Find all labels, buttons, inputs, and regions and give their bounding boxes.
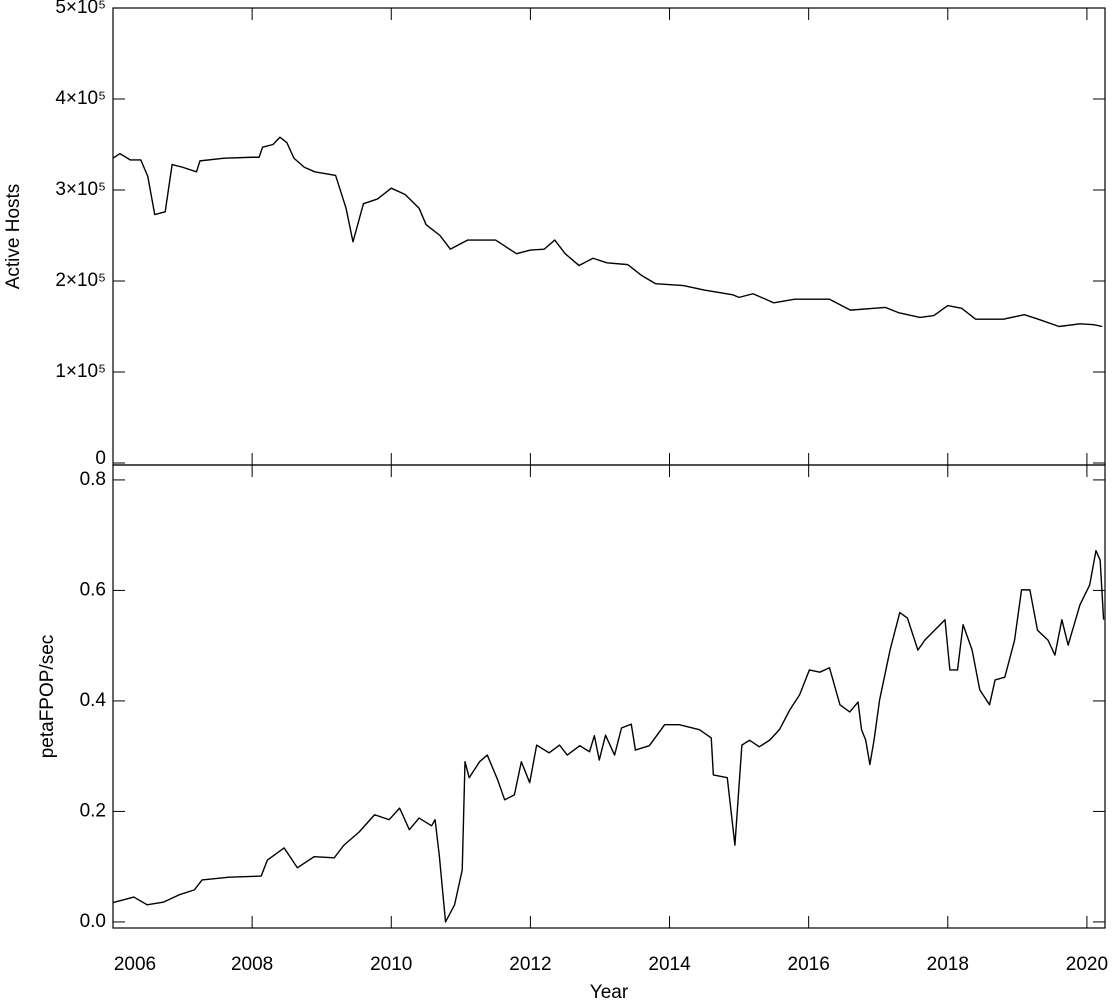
x-tick-label: 2012 <box>509 954 551 975</box>
data-line <box>112 136 1103 328</box>
x-axis-title: Year <box>590 982 629 1003</box>
y-tick-label: 2×10⁵ <box>55 270 106 291</box>
data-line <box>112 549 1105 923</box>
x-tick-label: 2016 <box>788 954 830 975</box>
y-tick-label: 4×10⁵ <box>55 88 106 109</box>
y-tick-label: 0.8 <box>80 469 106 490</box>
plot-frame <box>112 464 1106 929</box>
y-tick-label: 5×10⁵ <box>55 0 106 18</box>
x-tick-label: 2006 <box>114 954 156 975</box>
x-tick-label: 2014 <box>648 954 691 975</box>
plot-frame <box>112 7 1106 466</box>
y-tick-label: 0.2 <box>80 800 106 821</box>
y-axis-title: Active Hosts <box>3 184 24 290</box>
x-tick-label: 2020 <box>1066 954 1108 975</box>
y-tick-label: 0.0 <box>80 911 106 932</box>
y-tick-label: 0.6 <box>80 579 106 600</box>
x-tick-label: 2010 <box>370 954 412 975</box>
y-tick-label: 3×10⁵ <box>55 179 106 200</box>
x-tick-label: 2008 <box>231 954 273 975</box>
y-tick-label: 1×10⁵ <box>55 361 106 382</box>
y-tick-label: 0 <box>95 448 106 469</box>
x-tick-label: 2018 <box>927 954 969 975</box>
y-axis-title: petaFPOP/sec <box>37 635 58 759</box>
y-tick-label: 0.4 <box>80 690 107 711</box>
